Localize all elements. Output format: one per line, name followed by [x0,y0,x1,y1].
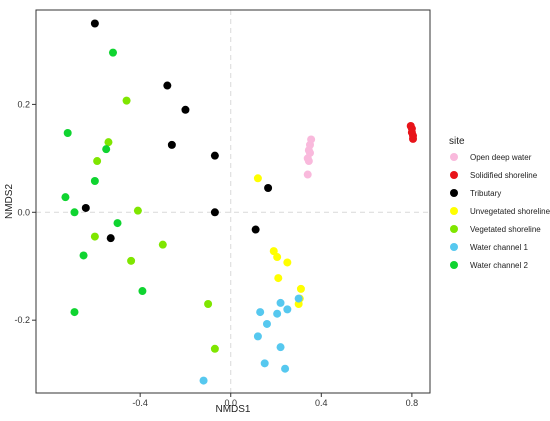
data-point-series-2 [167,140,176,149]
data-point-series-0 [305,148,314,157]
data-point-series-5 [256,308,265,317]
plot-layer [36,10,430,393]
x-tick-label: 0.0 [224,398,237,408]
data-point-series-4 [158,240,167,249]
data-point-series-2 [264,184,273,193]
data-point-series-4 [122,96,131,105]
y-tick-label: 0.0 [17,207,30,217]
data-point-series-2 [106,234,115,243]
data-point-series-5 [276,343,285,352]
legend-label: Tributary [470,189,501,198]
legend-label: Water channel 2 [470,261,529,270]
data-point-series-4 [93,157,102,166]
data-point-series-6 [61,193,70,202]
legend-key-series-3 [450,207,458,215]
data-point-series-3 [274,274,283,283]
data-point-series-3 [283,258,292,267]
data-point-series-3 [273,253,282,262]
data-point-series-2 [90,19,99,28]
legend-key-series-5 [450,243,458,251]
data-point-series-5 [253,332,262,341]
data-point-series-2 [210,208,219,217]
axes-layer: -0.4 0.0 0.4 0.8 -0.2 0.0 0.2 [14,9,431,408]
data-point-series-2 [181,105,190,114]
legend-label: Unvegetated shoreline [470,207,550,216]
data-point-series-4 [104,138,113,147]
y-tick-label: -0.2 [14,315,30,325]
data-point-series-3 [253,174,262,183]
data-point-series-5 [262,319,271,328]
data-point-series-4 [133,206,142,215]
data-point-series-3 [296,284,305,293]
legend: site Open deep water Solidified shoreline… [449,136,550,270]
data-point-series-6 [113,219,122,228]
data-point-series-5 [273,309,282,318]
legend-key-series-4 [450,225,458,233]
data-point-series-2 [81,203,90,212]
data-point-series-0 [304,157,313,166]
legend-label: Water channel 1 [470,243,529,252]
data-point-series-4 [90,232,99,241]
data-point-series-2 [251,225,260,234]
data-point-series-4 [127,256,136,265]
data-point-series-6 [70,308,79,317]
x-tick-label: -0.4 [132,398,148,408]
data-point-series-4 [204,299,213,308]
legend-label: Vegetated shoreline [470,225,541,234]
legend-title: site [449,136,465,147]
y-tick-label: 0.2 [17,99,30,109]
data-point-series-5 [199,376,208,385]
legend-label: Open deep water [470,153,532,162]
data-point-series-4 [210,344,219,353]
data-point-series-5 [260,359,269,368]
y-axis-title: NMDS2 [4,184,15,219]
data-point-series-6 [138,287,147,296]
x-axis-title: NMDS1 [215,404,250,415]
data-point-series-6 [108,48,117,57]
legend-key-series-0 [450,153,458,161]
legend-key-series-6 [450,261,458,269]
data-point-series-2 [163,81,172,90]
data-point-series-0 [303,170,312,179]
plot-panel-border [35,9,431,394]
data-point-series-6 [79,251,88,260]
data-point-series-5 [281,364,290,373]
data-point-series-6 [70,208,79,217]
data-point-series-5 [283,305,292,314]
data-point-series-5 [294,294,303,303]
data-point-series-1 [409,134,418,143]
x-tick-label: 0.4 [315,398,328,408]
data-point-series-6 [102,145,111,154]
data-point-series-3 [269,247,278,256]
data-point-series-2 [210,151,219,160]
data-point-series-5 [276,298,285,307]
legend-key-series-2 [450,189,458,197]
data-point-series-6 [63,128,72,137]
legend-key-series-1 [450,171,458,179]
data-point-series-6 [90,177,99,186]
x-tick-label: 0.8 [406,398,419,408]
legend-label: Solidified shoreline [470,171,538,180]
